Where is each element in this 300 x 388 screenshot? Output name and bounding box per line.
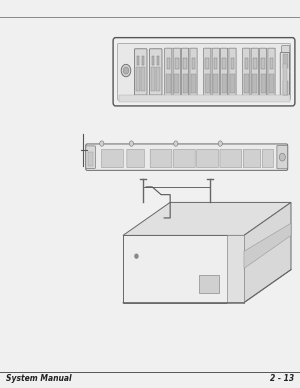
Text: 2 - 13: 2 - 13: [270, 374, 294, 383]
Circle shape: [100, 141, 104, 146]
Bar: [283, 54, 288, 68]
Bar: [151, 67, 155, 91]
FancyBboxPatch shape: [182, 48, 189, 95]
Circle shape: [129, 141, 134, 146]
FancyBboxPatch shape: [229, 48, 236, 95]
Bar: [261, 58, 265, 69]
Circle shape: [218, 141, 222, 146]
Bar: [253, 58, 256, 69]
FancyBboxPatch shape: [268, 48, 275, 95]
FancyBboxPatch shape: [282, 46, 290, 70]
FancyBboxPatch shape: [134, 49, 147, 95]
FancyBboxPatch shape: [127, 149, 144, 168]
FancyBboxPatch shape: [113, 38, 295, 106]
Circle shape: [121, 64, 131, 77]
Circle shape: [123, 67, 129, 74]
Bar: [157, 56, 159, 65]
Bar: [231, 58, 234, 69]
Bar: [141, 67, 145, 91]
FancyBboxPatch shape: [118, 43, 290, 100]
Polygon shape: [227, 236, 244, 303]
FancyBboxPatch shape: [243, 48, 250, 95]
FancyBboxPatch shape: [212, 48, 219, 95]
Text: System Manual: System Manual: [6, 374, 72, 383]
Bar: [261, 74, 266, 93]
Bar: [283, 81, 288, 95]
Circle shape: [279, 153, 285, 161]
FancyBboxPatch shape: [149, 49, 162, 95]
Bar: [166, 74, 171, 93]
Polygon shape: [244, 203, 291, 303]
FancyBboxPatch shape: [277, 146, 288, 169]
FancyBboxPatch shape: [173, 48, 180, 95]
FancyBboxPatch shape: [220, 149, 242, 168]
Bar: [192, 58, 195, 69]
Circle shape: [135, 254, 138, 258]
Bar: [191, 74, 196, 93]
Bar: [174, 74, 179, 93]
Bar: [222, 58, 226, 69]
Bar: [269, 74, 274, 93]
FancyBboxPatch shape: [243, 149, 261, 168]
Polygon shape: [123, 236, 244, 303]
Bar: [183, 58, 187, 69]
Bar: [199, 275, 219, 293]
Bar: [205, 74, 210, 93]
FancyBboxPatch shape: [280, 52, 289, 98]
Bar: [142, 56, 144, 65]
Bar: [136, 67, 140, 91]
Bar: [244, 74, 249, 93]
Polygon shape: [123, 203, 291, 236]
FancyBboxPatch shape: [150, 149, 172, 168]
FancyBboxPatch shape: [262, 149, 273, 168]
FancyBboxPatch shape: [86, 146, 95, 168]
FancyBboxPatch shape: [282, 73, 290, 97]
FancyBboxPatch shape: [165, 48, 172, 95]
Bar: [222, 74, 226, 93]
Bar: [137, 56, 139, 65]
FancyBboxPatch shape: [197, 149, 218, 168]
Polygon shape: [244, 223, 291, 268]
Bar: [118, 95, 290, 102]
FancyBboxPatch shape: [220, 48, 228, 95]
Bar: [152, 56, 154, 65]
FancyBboxPatch shape: [251, 48, 258, 95]
Bar: [244, 58, 248, 69]
FancyBboxPatch shape: [260, 48, 267, 95]
Bar: [167, 58, 170, 69]
FancyBboxPatch shape: [204, 48, 211, 95]
FancyBboxPatch shape: [190, 48, 197, 95]
Bar: [175, 58, 178, 69]
Bar: [156, 67, 160, 91]
Bar: [183, 74, 188, 93]
Bar: [252, 74, 257, 93]
Bar: [270, 58, 273, 69]
Bar: [230, 74, 235, 93]
FancyBboxPatch shape: [101, 149, 123, 168]
FancyBboxPatch shape: [86, 144, 288, 170]
Bar: [206, 58, 209, 69]
FancyBboxPatch shape: [173, 149, 195, 168]
Bar: [88, 152, 93, 166]
Bar: [283, 64, 287, 95]
Circle shape: [174, 141, 178, 146]
Bar: [214, 58, 217, 69]
Bar: [213, 74, 218, 93]
